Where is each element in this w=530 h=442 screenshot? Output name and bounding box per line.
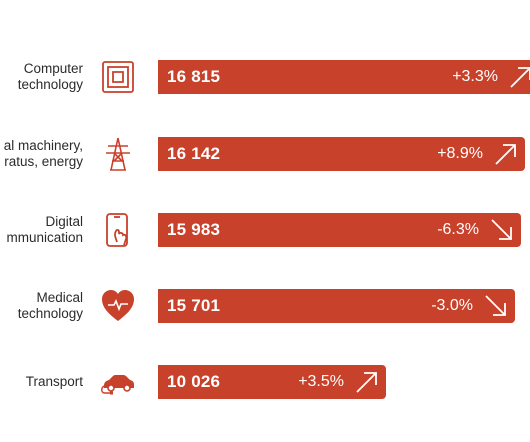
bar-row-digital-communication: Digital mmunication 15 983 -6.3% [0, 210, 530, 250]
value-label: 10 026 [167, 372, 221, 391]
bar-row-transport: Transport 10 026 +3.5% [0, 362, 530, 402]
change-label: +3.5% [298, 373, 344, 390]
smartphone-hand-icon [100, 212, 136, 248]
chip-icon [100, 59, 136, 95]
bar [158, 289, 515, 323]
bar [158, 213, 521, 247]
change-label: -3.0% [431, 297, 473, 314]
electric-car-icon [100, 364, 136, 400]
change-label: +3.3% [452, 68, 498, 85]
heart-pulse-icon [100, 288, 136, 324]
trend-up-icon [493, 141, 519, 167]
bar [158, 365, 386, 399]
trend-up-icon [508, 64, 530, 90]
bar-row-electrical-machinery: al machinery, ratus, energy 16 142 +8.9% [0, 134, 530, 174]
change-label: +8.9% [437, 145, 483, 162]
change-label: -6.3% [437, 221, 479, 238]
value-label: 16 142 [167, 144, 221, 163]
value-label: 15 701 [167, 296, 221, 315]
value-label: 16 815 [167, 67, 221, 86]
bar [158, 60, 530, 94]
category-label: Digital mmunication [6, 214, 83, 245]
power-pylon-icon [100, 136, 136, 172]
value-label: 15 983 [167, 220, 221, 239]
category-label: Computer technology [17, 61, 83, 92]
bar-row-medical-technology: Medical technology 15 701 -3.0% [0, 286, 530, 326]
category-label: Medical technology [17, 290, 83, 321]
category-label: al machinery, ratus, energy [3, 138, 83, 169]
bar [158, 137, 525, 171]
category-label: Transport [25, 374, 83, 389]
trend-up-icon [354, 369, 380, 395]
trend-down-icon [489, 217, 515, 243]
trend-down-icon [483, 293, 509, 319]
bar-row-computer-technology: Computer technology 16 815 +3.3% [0, 57, 530, 97]
